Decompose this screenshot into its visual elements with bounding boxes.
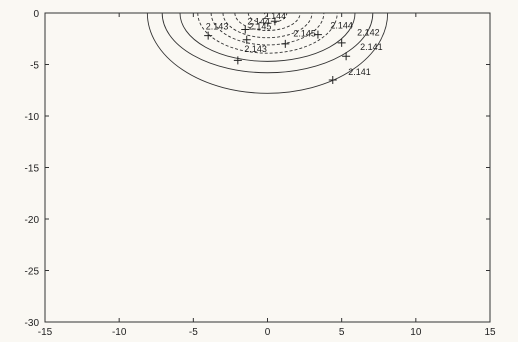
y-tick-label: -30 [25, 318, 40, 329]
contour-label-3: 2.145 [249, 21, 272, 31]
contour-line-8 [146, 12, 389, 94]
x-axis: -15 -10 -5 0 5 10 15 [38, 13, 496, 338]
x-tick-label: -5 [189, 327, 198, 338]
contour-label-6: 2.145 [293, 29, 316, 39]
contour-lines [146, 12, 389, 94]
contour-line-6 [179, 12, 356, 62]
contour-label-5: 2.144 [330, 20, 353, 30]
y-tick-label: -5 [30, 61, 39, 72]
x-tick-label: 5 [339, 327, 345, 338]
x-tick-label: 10 [410, 327, 422, 338]
contour-line-1 [247, 12, 288, 24]
contour-label-2: 2.144 [247, 16, 270, 26]
plus-marker-7 [337, 38, 346, 47]
y-tick-label: -10 [25, 112, 40, 123]
plus-marker-1 [270, 17, 279, 26]
point-markers [204, 17, 351, 84]
contour-label-8: 2.141 [360, 42, 383, 52]
plus-marker-9 [233, 56, 242, 65]
y-axis: 0 -5 -10 -15 -20 -25 -30 [25, 9, 490, 329]
contour-label-1: 2.144 [264, 11, 287, 21]
plus-marker-10 [328, 75, 337, 84]
contour-line-7 [161, 12, 374, 74]
plus-marker-3 [204, 31, 213, 40]
x-tick-label: -15 [38, 327, 53, 338]
x-tick-label: -10 [112, 327, 127, 338]
plus-marker-2 [241, 25, 250, 34]
x-tick-label: 0 [265, 327, 271, 338]
contour-label-4: 2.143 [206, 21, 229, 31]
contour-label-9: 2.143 [244, 44, 267, 54]
y-tick-label: 0 [33, 9, 39, 20]
y-tick-label: -15 [25, 164, 40, 175]
y-tick-label: -25 [25, 267, 40, 278]
contour-line-2 [234, 12, 301, 31]
contour-line-5 [197, 12, 338, 54]
contour-label-7: 2.142 [357, 28, 380, 38]
plus-marker-8 [342, 52, 351, 61]
plot-area [44, 12, 491, 323]
contour-label-10: 2.141 [348, 67, 371, 77]
contour-line-3 [222, 12, 313, 39]
plus-marker-5 [281, 39, 290, 48]
contour-line-4 [210, 12, 325, 46]
x-tick-label: 15 [484, 327, 496, 338]
plus-marker-6 [313, 30, 322, 39]
plus-marker-4 [242, 35, 251, 44]
y-tick-label: -20 [25, 215, 40, 226]
